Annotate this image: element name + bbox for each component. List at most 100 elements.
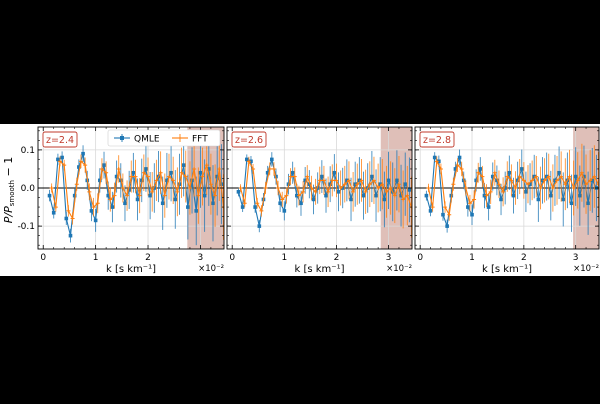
data-point xyxy=(386,178,391,183)
data-point xyxy=(51,210,56,215)
series-line xyxy=(427,159,599,217)
data-point xyxy=(579,170,584,175)
data-point xyxy=(511,193,516,198)
data-point xyxy=(509,178,514,183)
data-point xyxy=(445,224,449,228)
data-point xyxy=(345,178,349,183)
data-point xyxy=(301,189,306,194)
data-point xyxy=(555,178,560,183)
data-point xyxy=(524,190,528,194)
data-point xyxy=(557,170,561,175)
data-point xyxy=(303,178,307,183)
legend-marker xyxy=(120,136,124,140)
panel-2: 0 1 2 3 z=2.6 k [s km⁻¹] ×10⁻² xyxy=(226,126,413,275)
series-fft xyxy=(426,143,599,221)
y-tick-label: 0.1 xyxy=(21,146,35,156)
data-point xyxy=(267,166,272,171)
data-point xyxy=(546,174,551,179)
data-point xyxy=(106,193,111,198)
data-point xyxy=(482,193,487,198)
data-point xyxy=(561,197,566,202)
data-point xyxy=(49,186,54,190)
data-point xyxy=(284,193,289,198)
data-point xyxy=(217,166,222,171)
data-point xyxy=(183,174,188,179)
data-point xyxy=(478,167,483,171)
data-point xyxy=(148,193,152,198)
data-point xyxy=(137,193,142,198)
data-point xyxy=(202,193,207,198)
data-point xyxy=(571,186,576,190)
panels: 0 1 2 3 -0.1 0.0 0.1 z=2.4 k [s km⁻¹] ×10⁻² 0 1 2 3 z=… xyxy=(17,126,600,275)
data-point xyxy=(207,167,211,171)
data-point xyxy=(538,186,543,190)
x-axis-multiplier: ×10⁻² xyxy=(198,264,224,274)
data-point xyxy=(438,166,443,171)
data-point xyxy=(213,193,218,198)
x-tick-label: 2 xyxy=(334,253,340,263)
data-point xyxy=(305,174,310,179)
data-point xyxy=(125,193,130,198)
data-point xyxy=(530,178,535,183)
data-point xyxy=(160,201,165,206)
data-point xyxy=(575,178,580,183)
data-point xyxy=(525,182,530,187)
data-point xyxy=(242,201,247,206)
data-point xyxy=(68,233,73,238)
data-point xyxy=(437,159,441,164)
data-point xyxy=(321,178,326,183)
data-point xyxy=(165,178,169,183)
series-qmle xyxy=(424,145,599,235)
data-point xyxy=(342,182,347,187)
x-tick-label: 3 xyxy=(386,253,392,263)
data-point xyxy=(114,174,119,179)
x-tick-label: 0 xyxy=(229,253,235,263)
data-point xyxy=(120,186,125,190)
data-point xyxy=(582,174,586,179)
data-point xyxy=(259,208,264,213)
data-point xyxy=(91,205,96,210)
data-point xyxy=(459,166,464,171)
data-point xyxy=(536,197,541,202)
x-tick-label: 1 xyxy=(469,253,475,263)
data-point xyxy=(434,159,439,164)
data-point xyxy=(110,205,115,209)
redshift-label-box xyxy=(231,131,267,148)
data-point xyxy=(370,174,374,179)
data-point xyxy=(200,174,205,179)
data-point xyxy=(388,186,393,190)
x-axis-multiplier: ×10⁻² xyxy=(386,264,412,274)
data-point xyxy=(317,178,322,183)
data-point xyxy=(102,163,106,167)
data-point xyxy=(171,178,176,183)
data-point xyxy=(407,188,412,192)
data-point xyxy=(278,201,282,206)
data-point xyxy=(112,193,117,198)
data-point xyxy=(83,163,88,168)
data-point xyxy=(544,174,549,179)
data-point xyxy=(578,193,582,198)
data-point xyxy=(517,174,522,179)
data-point xyxy=(104,170,109,175)
data-point xyxy=(532,174,537,179)
data-point xyxy=(472,197,477,202)
data-point xyxy=(357,178,362,183)
data-point xyxy=(81,151,85,156)
data-point xyxy=(87,189,92,194)
x-tick-label: 3 xyxy=(573,253,579,263)
redshift-label-box xyxy=(419,131,455,148)
data-point xyxy=(428,209,433,213)
data-point xyxy=(495,178,499,183)
data-point xyxy=(474,178,478,183)
data-point xyxy=(573,174,578,179)
data-point xyxy=(455,163,460,168)
data-point xyxy=(146,174,151,179)
data-point xyxy=(359,178,364,183)
data-point xyxy=(127,188,131,192)
data-point xyxy=(553,178,557,183)
panel-3: 0 1 2 3 z=2.8 k [s km⁻¹] ×10⁻² xyxy=(414,126,600,275)
data-point xyxy=(588,178,593,183)
data-point xyxy=(361,193,366,198)
data-point xyxy=(263,186,268,190)
